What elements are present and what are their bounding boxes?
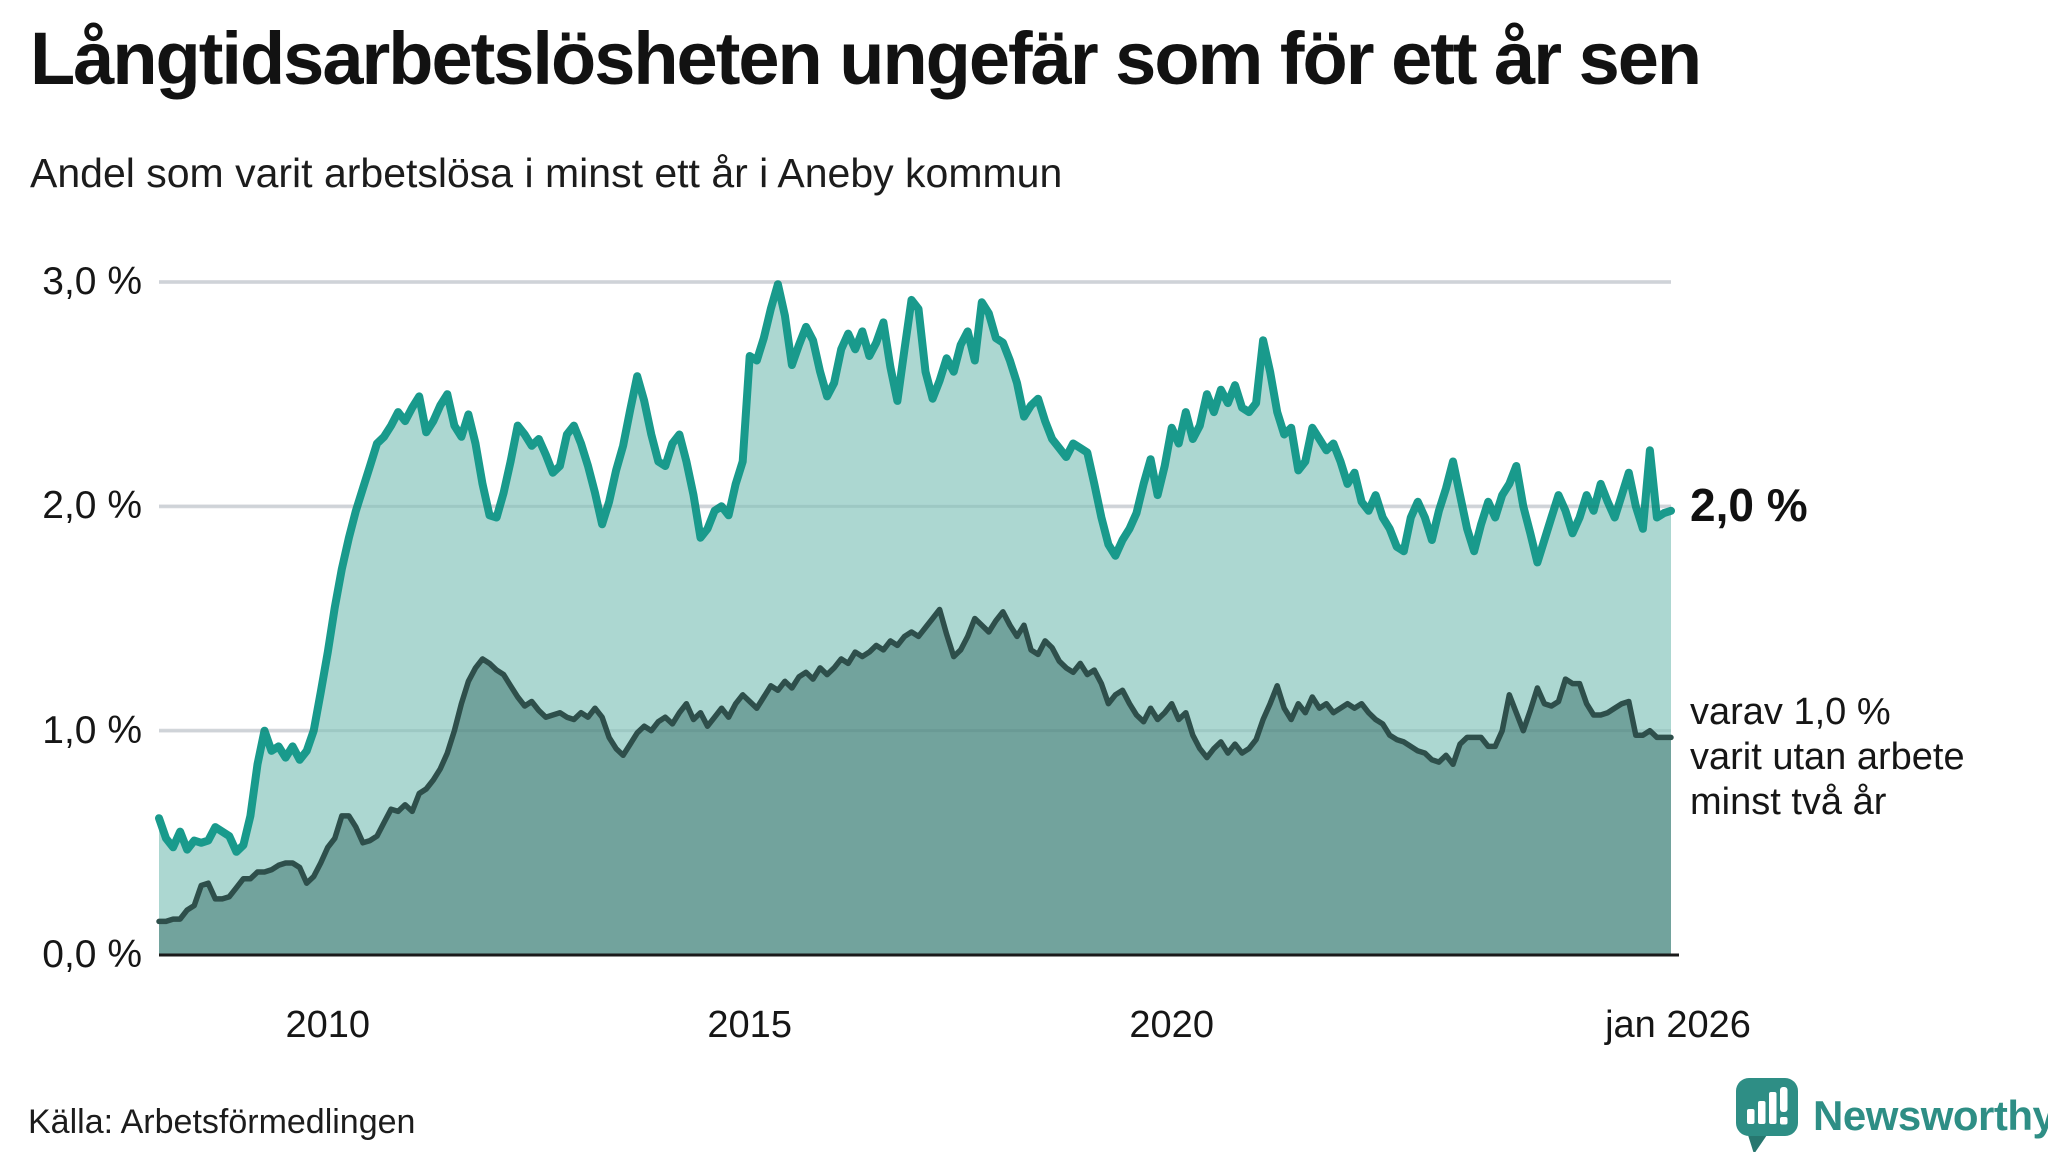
end-value-label-total: 2,0 % xyxy=(1690,479,1808,531)
source-note: Källa: Arbetsförmedlingen xyxy=(28,1103,416,1141)
end-value-label-two-year-line3: minst två år xyxy=(1690,781,1887,823)
x-tick-label: 2010 xyxy=(285,1004,371,1046)
end-value-label-two-year: varav 1,0 % varit utan arbete minst två … xyxy=(1690,690,1965,825)
x-tick-label: jan 2026 xyxy=(1605,1004,1751,1046)
area-series-2 xyxy=(159,609,1671,955)
x-tick-label: 2020 xyxy=(1129,1004,1214,1046)
y-tick-label: 0,0 % xyxy=(42,933,142,976)
end-value-label-two-year-line2: varit utan arbete xyxy=(1690,736,1965,778)
newsworthy-wordmark: Newsworthy xyxy=(1813,1092,2048,1139)
line-series-2 xyxy=(156,606,1674,925)
page-title: Långtidsarbetslösheten ungefär som för e… xyxy=(30,17,1702,100)
y-tick-label: 1,0 % xyxy=(42,708,142,752)
end-value-label-two-year-line1: varav 1,0 % xyxy=(1690,691,1891,733)
page-subtitle: Andel som varit arbetslösa i minst ett å… xyxy=(30,150,1063,196)
newsworthy-logo-icon xyxy=(1736,1078,1798,1152)
line-series-1 xyxy=(155,280,1675,856)
x-tick-label: 2015 xyxy=(707,1004,792,1046)
y-tick-label: 2,0 % xyxy=(42,484,142,528)
y-tick-label: 3,0 % xyxy=(42,260,142,303)
newsworthy-brand: Newsworthy xyxy=(1735,1078,2048,1152)
